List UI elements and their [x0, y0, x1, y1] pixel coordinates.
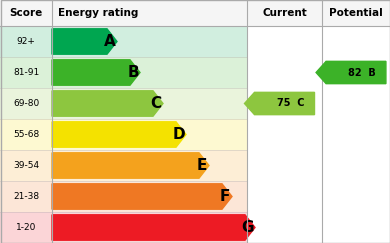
- Bar: [0, 0, 390, 26]
- Text: G: G: [242, 220, 254, 235]
- Bar: [0, 181, 247, 212]
- Bar: [0, 57, 247, 88]
- Polygon shape: [52, 215, 255, 240]
- Text: F: F: [220, 189, 230, 204]
- Text: 75  C: 75 C: [277, 98, 304, 109]
- Text: 55-68: 55-68: [13, 130, 39, 139]
- Text: 21-38: 21-38: [13, 192, 39, 201]
- Text: Energy rating: Energy rating: [58, 8, 138, 18]
- Bar: [0, 212, 247, 243]
- Text: 69-80: 69-80: [13, 99, 39, 108]
- Polygon shape: [52, 60, 140, 85]
- Text: E: E: [197, 158, 207, 173]
- Text: Potential: Potential: [329, 8, 383, 18]
- Polygon shape: [52, 29, 117, 54]
- Polygon shape: [52, 91, 163, 116]
- Bar: [0, 88, 247, 119]
- Text: Current: Current: [262, 8, 307, 18]
- Text: 92+: 92+: [16, 37, 35, 46]
- Text: D: D: [173, 127, 185, 142]
- Text: 1-20: 1-20: [16, 223, 36, 232]
- Text: 39-54: 39-54: [13, 161, 39, 170]
- Bar: [0, 119, 247, 150]
- Bar: [0, 26, 247, 57]
- Polygon shape: [245, 92, 314, 115]
- Text: C: C: [151, 96, 161, 111]
- Polygon shape: [52, 122, 186, 147]
- Polygon shape: [52, 184, 232, 209]
- Text: 82  B: 82 B: [348, 68, 376, 78]
- Text: Score: Score: [9, 8, 43, 18]
- Text: B: B: [127, 65, 139, 80]
- Polygon shape: [316, 61, 386, 84]
- Text: 81-91: 81-91: [13, 68, 39, 77]
- Polygon shape: [52, 153, 209, 178]
- Text: A: A: [104, 34, 116, 49]
- Bar: [0, 150, 247, 181]
